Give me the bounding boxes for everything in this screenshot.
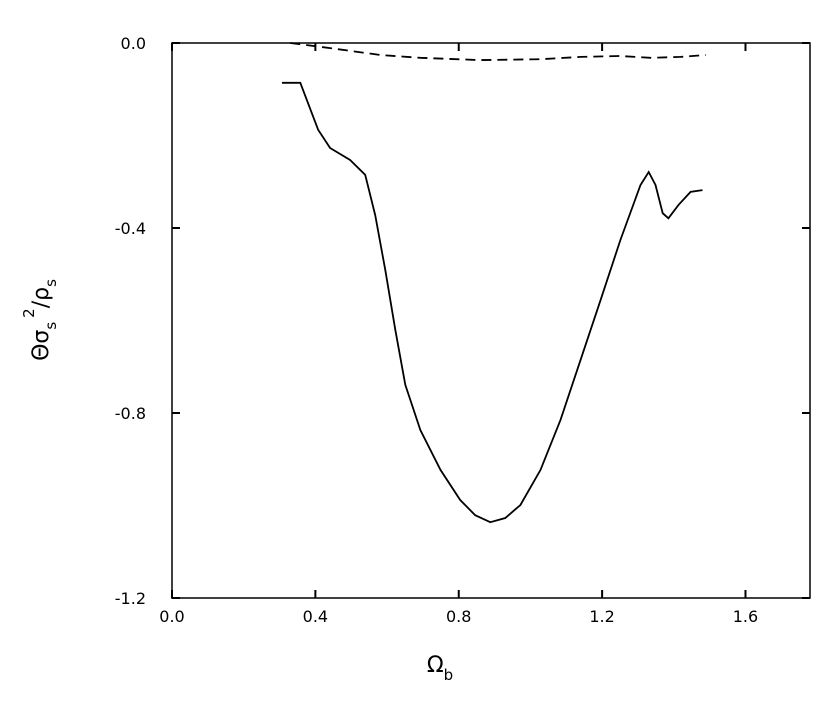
x-tick-label: 1.2 [589, 607, 614, 626]
series-line [282, 81, 703, 524]
series-line [290, 42, 706, 62]
y-label-sub: s [42, 322, 60, 330]
x-axis-label: Ωb [427, 653, 453, 684]
plot-frame [171, 42, 811, 599]
y-label-part: /ρ [29, 287, 54, 308]
y-axis-label: Θσs2/ρs [20, 279, 60, 361]
x-tick-label: 0.0 [159, 607, 184, 626]
y-label-part: Θσ [29, 330, 54, 361]
x-tick-label: 1.6 [733, 607, 758, 626]
x-label-sub: b [444, 666, 454, 684]
x-tick-label: 0.4 [303, 607, 328, 626]
y-tick-label: -1.2 [115, 589, 146, 608]
y-tick-label: -0.8 [115, 404, 146, 423]
y-label-sup: 2 [20, 308, 38, 318]
y-tick-label: -0.4 [115, 219, 146, 238]
y-tick-label: 0.0 [121, 34, 146, 53]
x-tick-label: 0.8 [446, 607, 471, 626]
x-label-part: Ω [427, 653, 444, 678]
y-label-sub: s [42, 279, 60, 287]
